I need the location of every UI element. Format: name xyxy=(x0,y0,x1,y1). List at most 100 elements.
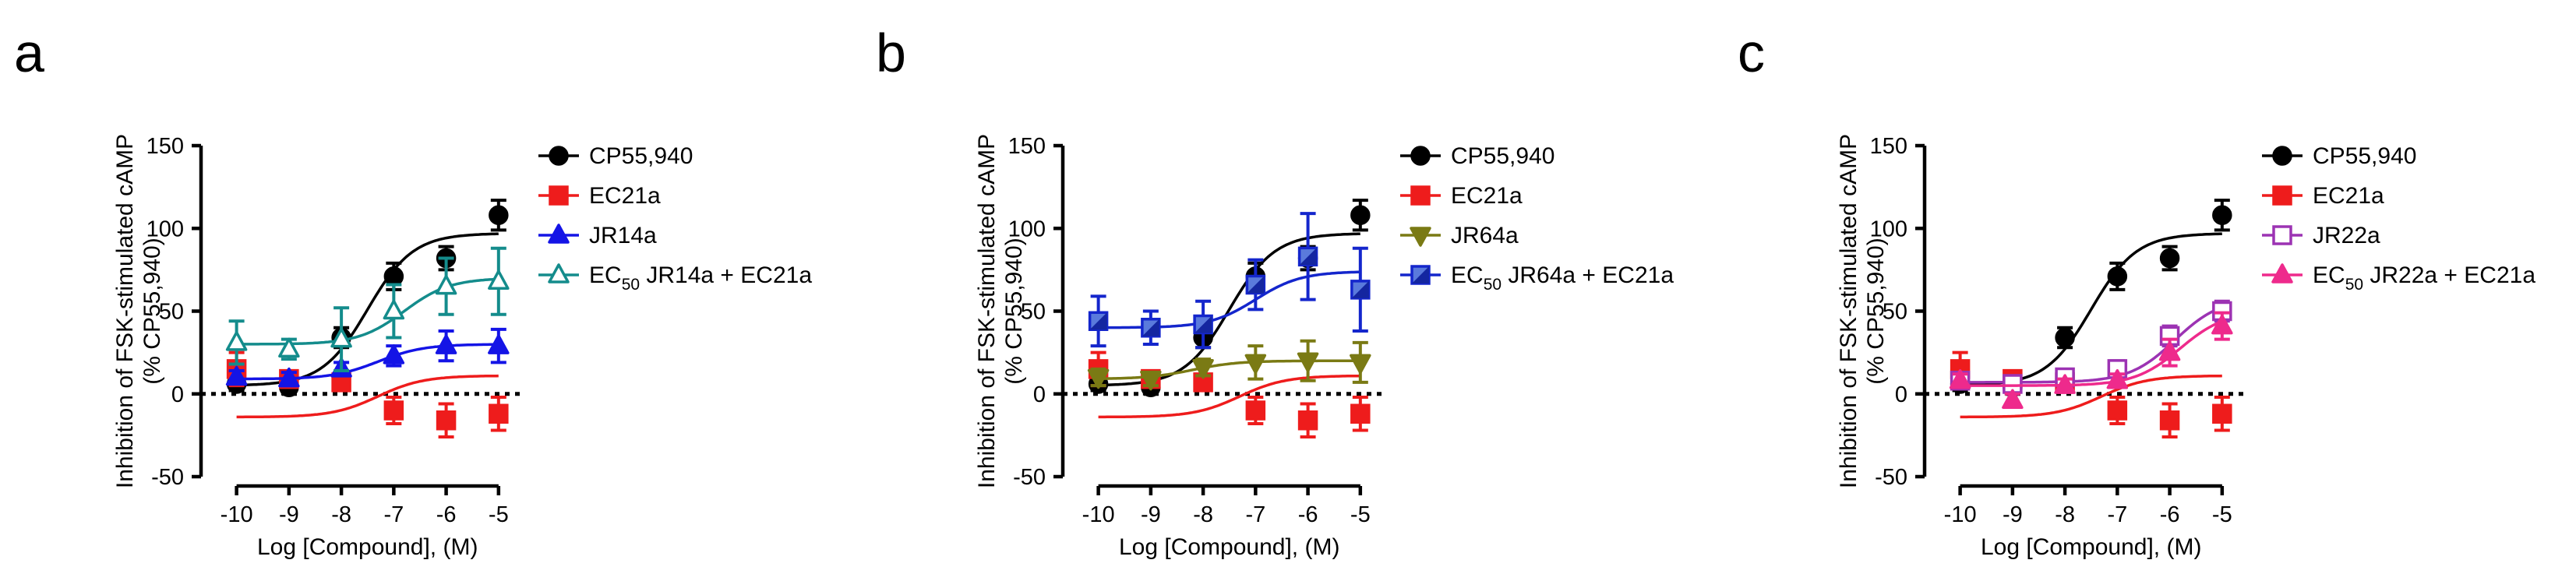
data-point xyxy=(1350,403,1371,424)
data-point xyxy=(330,327,352,348)
legend-marker xyxy=(1410,265,1431,285)
y-axis-label: Inhibition of FSK-stimulated cAMP xyxy=(974,134,1000,488)
data-point xyxy=(435,274,457,295)
legend-entry: EC21a xyxy=(1400,183,1523,209)
x-tick-label: -5 xyxy=(1350,502,1371,527)
data-point xyxy=(1245,400,1266,421)
fit-curve xyxy=(1098,374,1360,419)
data-point xyxy=(1949,369,1971,389)
data-point xyxy=(436,410,457,431)
legend-entry: EC50 JR64a + EC21a xyxy=(1400,262,1674,294)
legend-marker xyxy=(1410,227,1431,247)
fit-curve xyxy=(236,232,499,387)
legend-label: EC50 JR64a + EC21a xyxy=(1451,262,1674,294)
legend-label: CP55,940 xyxy=(1451,143,1554,169)
x-axis-label: Log [Compound], (M) xyxy=(257,534,478,560)
x-tick-label: -9 xyxy=(2003,502,2023,527)
legend-label: EC50 JR22a + EC21a xyxy=(2313,262,2535,294)
series-4 xyxy=(1949,311,2233,409)
x-tick-label: -10 xyxy=(1944,502,1977,527)
data-point xyxy=(489,403,509,424)
data-point xyxy=(1245,274,1266,295)
fit-curve xyxy=(236,374,499,419)
legend-label: EC21a xyxy=(1451,183,1523,209)
x-tick-label: -6 xyxy=(2160,502,2180,527)
legend-label: JR64a xyxy=(1451,223,1519,248)
legend-marker xyxy=(1410,146,1431,166)
fit-curve xyxy=(236,277,499,346)
x-tick-label: -9 xyxy=(279,502,299,527)
y-tick-label: 0 xyxy=(1895,382,1907,407)
y-tick-label: -50 xyxy=(151,465,184,490)
data-point xyxy=(2212,403,2232,424)
fit-curve xyxy=(1960,319,2223,387)
series-3 xyxy=(1087,339,1371,391)
data-point xyxy=(2107,266,2128,287)
data-point xyxy=(225,331,248,351)
y-tick-label: 100 xyxy=(146,217,184,241)
panel-letter: a xyxy=(14,23,44,83)
legend-entry: CP55,940 xyxy=(1400,143,1554,169)
y-tick-label: 100 xyxy=(1008,217,1046,241)
legend-entry: JR14a xyxy=(538,223,657,248)
legend-marker xyxy=(2272,185,2292,206)
legend-label: CP55,940 xyxy=(589,143,693,169)
legend-entry: EC21a xyxy=(538,183,661,209)
legend-marker xyxy=(1410,185,1431,206)
panel-letter: c xyxy=(1738,23,1765,83)
y-tick-label: -50 xyxy=(1013,465,1046,490)
legend-marker xyxy=(549,146,569,166)
data-point xyxy=(2002,389,2024,409)
x-tick-label: -8 xyxy=(2055,502,2075,527)
data-point xyxy=(1297,352,1319,372)
y-tick-label: 150 xyxy=(146,134,184,159)
y-tick-label: 50 xyxy=(1021,300,1046,325)
legend-label: EC21a xyxy=(589,183,661,209)
data-point xyxy=(1350,205,1371,225)
y-tick-label: 150 xyxy=(1008,134,1046,159)
data-point xyxy=(2159,248,2180,269)
data-point xyxy=(1297,246,1318,267)
x-tick-label: -8 xyxy=(331,502,351,527)
x-axis-label: Log [Compound], (M) xyxy=(1119,534,1339,560)
y-tick-label: 50 xyxy=(1883,300,1907,325)
data-point xyxy=(488,269,510,290)
data-point xyxy=(1087,368,1110,389)
data-point xyxy=(2158,340,2181,361)
data-point xyxy=(2212,205,2232,225)
y-axis-label: Inhibition of FSK-stimulated cAMP xyxy=(112,134,138,488)
legend-entry: CP55,940 xyxy=(2262,143,2416,169)
y-tick-label: 100 xyxy=(1870,217,1907,241)
legend-marker xyxy=(549,185,569,206)
data-point xyxy=(383,266,404,287)
data-point xyxy=(2159,410,2180,431)
legend-entry: JR22a xyxy=(2262,223,2380,248)
data-point xyxy=(2054,374,2076,394)
y-tick-label: 0 xyxy=(171,382,184,407)
x-tick-label: -5 xyxy=(2212,502,2232,527)
data-point xyxy=(2055,327,2075,348)
series-4 xyxy=(1088,212,1371,350)
data-point xyxy=(2211,314,2233,335)
y-axis-label-units: (% CP55,940) xyxy=(1863,238,1889,384)
panel-letter: b xyxy=(876,23,906,83)
legend-marker xyxy=(548,224,570,244)
x-axis-label: Log [Compound], (M) xyxy=(1981,534,2201,560)
y-tick-label: 150 xyxy=(1870,134,1907,159)
data-point xyxy=(225,365,248,386)
legend-entry: JR64a xyxy=(1400,223,1519,248)
data-point xyxy=(383,299,405,320)
x-tick-label: -10 xyxy=(1082,502,1115,527)
fit-curve xyxy=(1098,270,1360,329)
series-4 xyxy=(225,246,510,372)
legend-label: EC21a xyxy=(2313,183,2384,209)
data-point xyxy=(2107,400,2128,421)
legend-entry: EC21a xyxy=(2262,183,2384,209)
y-tick-label: -50 xyxy=(1875,465,1907,490)
legend-label: JR14a xyxy=(589,223,657,248)
data-point xyxy=(383,344,405,364)
legend-label: JR22a xyxy=(2313,223,2380,248)
data-point xyxy=(1140,370,1162,391)
series-3 xyxy=(225,327,510,388)
data-point xyxy=(2106,369,2129,389)
